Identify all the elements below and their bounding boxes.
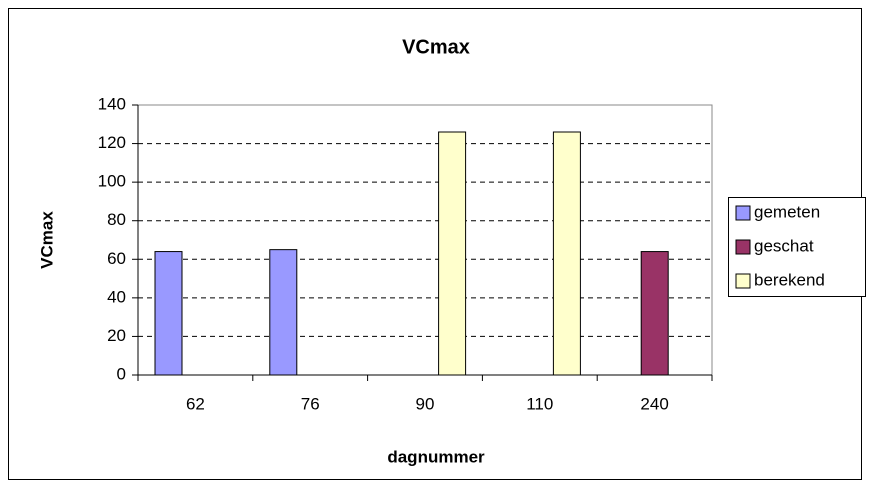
chart-title: VCmax: [402, 36, 470, 58]
y-tick-label: 120: [98, 133, 126, 152]
legend-swatch: [735, 205, 751, 221]
y-tick-label: 60: [107, 249, 126, 268]
bar: [640, 251, 669, 376]
y-tick-label: 40: [107, 287, 126, 306]
x-tick-label: 76: [301, 394, 320, 413]
x-tick-label: 110: [526, 394, 553, 413]
legend-swatch: [735, 273, 751, 289]
x-tick-label: 62: [186, 394, 205, 413]
y-tick-label: 20: [107, 326, 126, 345]
plot-area: [137, 104, 713, 376]
legend-swatch: [735, 239, 751, 255]
bar: [269, 249, 298, 376]
y-tick-label: 80: [107, 210, 126, 229]
bar: [552, 131, 581, 376]
y-tick-label: 140: [98, 94, 126, 113]
y-tick-label: 100: [98, 172, 126, 191]
legend-label: gemeten: [754, 202, 820, 221]
legend-label: berekend: [754, 270, 825, 289]
bar: [154, 251, 183, 376]
legend-box: [728, 197, 866, 297]
y-axis-title: VCmax: [37, 211, 56, 269]
bar: [438, 131, 467, 376]
x-tick-label: 240: [640, 394, 668, 413]
legend-label: geschat: [754, 236, 814, 255]
x-tick-label: 90: [416, 394, 435, 413]
y-tick-label: 0: [117, 364, 126, 383]
x-axis-title: dagnummer: [387, 447, 485, 466]
